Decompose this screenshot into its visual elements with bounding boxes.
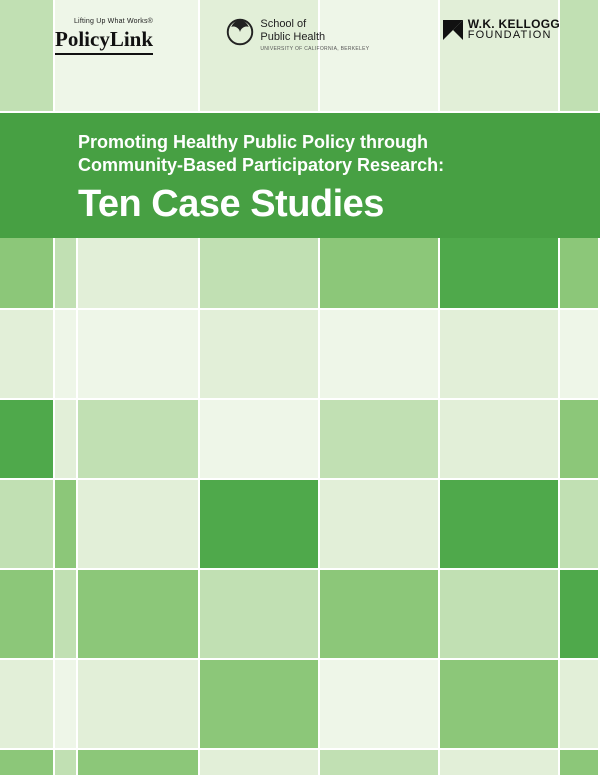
grid-cell (560, 660, 600, 750)
grid-cell (320, 570, 440, 660)
grid-cell (200, 480, 320, 570)
grid-cell (320, 310, 440, 400)
title-band: Promoting Healthy Public Policy through … (0, 113, 600, 238)
cover-title: Ten Case Studies (78, 183, 560, 226)
grid-cell (320, 750, 440, 777)
grid-cell (55, 238, 78, 310)
grid-cell (78, 750, 200, 777)
policylink-name: PolicyLink (55, 27, 153, 55)
grid-cell (440, 238, 560, 310)
subtitle-line2: Community-Based Participatory Research: (78, 155, 444, 175)
kellogg-logo: W.K. KELLOGG FOUNDATION (443, 18, 560, 41)
grid-cell (0, 570, 55, 660)
grid-cell (55, 660, 78, 750)
grid-cell (78, 400, 200, 480)
grid-cell (200, 750, 320, 777)
grid-cell (0, 310, 55, 400)
grid-cell (78, 570, 200, 660)
grid-cell (55, 750, 78, 777)
grid-cell (200, 660, 320, 750)
grid-cell (560, 570, 600, 660)
grid-cell (200, 310, 320, 400)
grid-cell (440, 310, 560, 400)
grid-cell (55, 570, 78, 660)
grid-cell (320, 480, 440, 570)
grid-cell (55, 480, 78, 570)
sph-sub: UNIVERSITY OF CALIFORNIA, BERKELEY (260, 46, 369, 52)
grid-cell (560, 238, 600, 310)
grid-cell (440, 660, 560, 750)
grid-cell (560, 750, 600, 777)
grid-cell (55, 400, 78, 480)
grid-cell (200, 400, 320, 480)
sph-line1: School of (260, 18, 369, 31)
grid-cell (200, 570, 320, 660)
sph-logo: School of Public Health UNIVERSITY OF CA… (226, 18, 369, 52)
grid-cell (440, 750, 560, 777)
grid-cell (440, 570, 560, 660)
subtitle-line1: Promoting Healthy Public Policy through (78, 132, 428, 152)
grid-cell (440, 400, 560, 480)
grid-cell (560, 480, 600, 570)
grid-cell (55, 310, 78, 400)
kellogg-sub: FOUNDATION (468, 30, 560, 41)
policylink-tagline: Lifting Up What Works® (55, 18, 153, 25)
policylink-logo: Lifting Up What Works® PolicyLink (55, 18, 153, 55)
grid-cell (560, 0, 600, 113)
grid-cell (320, 238, 440, 310)
grid-cell (0, 400, 55, 480)
grid-cell (78, 480, 200, 570)
grid-cell (440, 480, 560, 570)
grid-cell (560, 310, 600, 400)
grid-cell (0, 238, 55, 310)
grid-cell (78, 660, 200, 750)
sph-swirl-icon (226, 18, 254, 46)
grid-cell (0, 750, 55, 777)
grid-cell (0, 660, 55, 750)
grid-cell (0, 0, 55, 113)
grid-cell (320, 660, 440, 750)
cover-subtitle: Promoting Healthy Public Policy through … (78, 131, 560, 177)
sph-line2: Public Health (260, 31, 369, 44)
kellogg-mark-icon (443, 20, 463, 40)
grid-cell (560, 400, 600, 480)
grid-cell (0, 480, 55, 570)
logo-row: Lifting Up What Works® PolicyLink School… (55, 18, 560, 78)
grid-cell (78, 238, 200, 310)
grid-cell (78, 310, 200, 400)
grid-cell (200, 238, 320, 310)
grid-cell (320, 400, 440, 480)
